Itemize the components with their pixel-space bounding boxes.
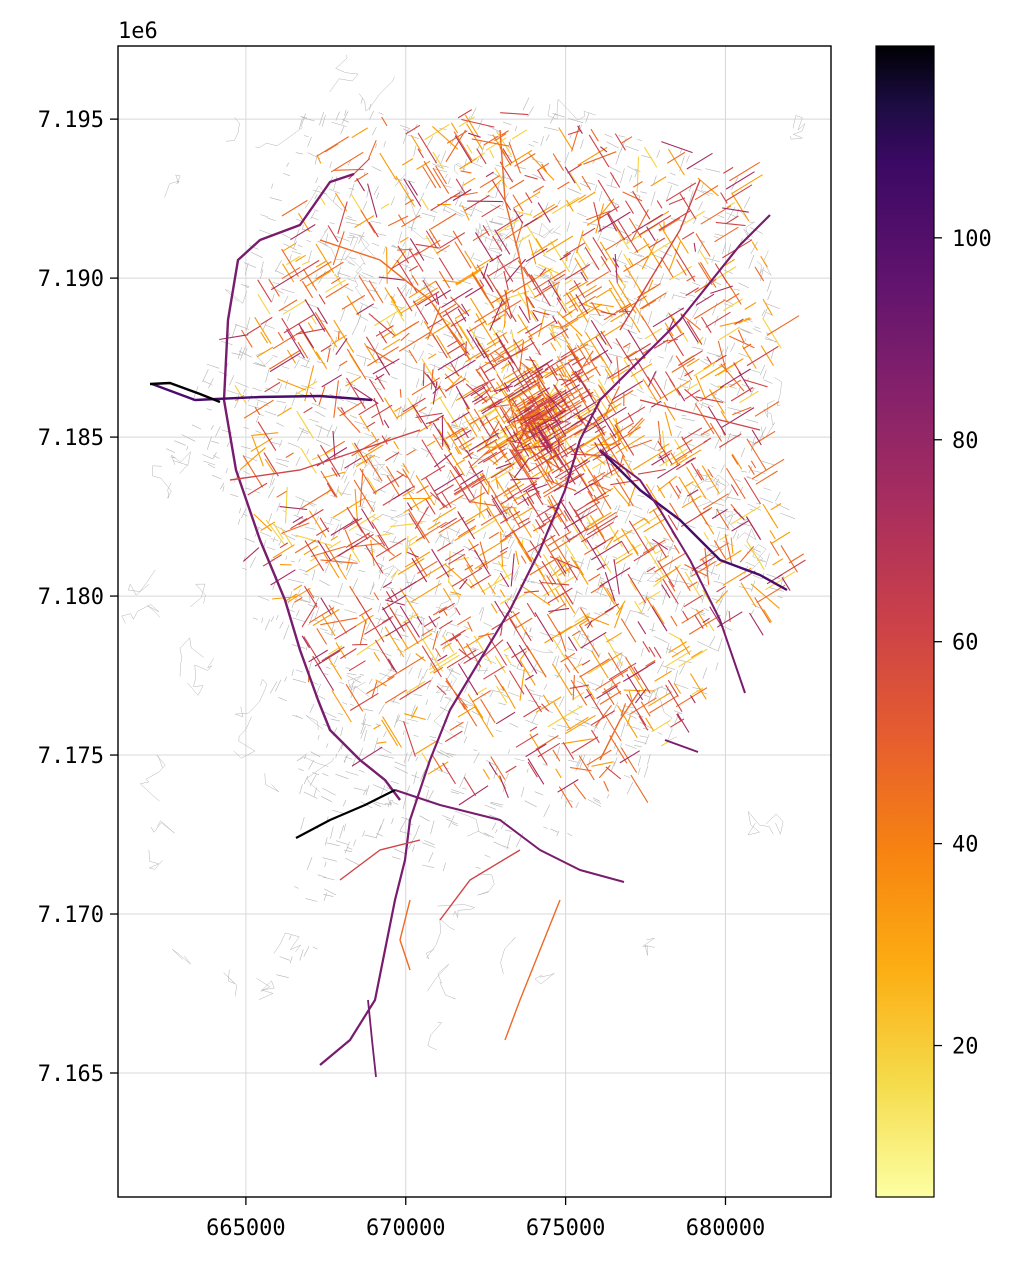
base-road-outskirts (121, 54, 806, 1051)
y-tick-label: 7.175 (38, 744, 104, 769)
street-segments (254, 125, 798, 803)
base-road-mesh (166, 97, 796, 978)
colorbar (875, 45, 935, 1198)
colorbar-axis: 20 40 60 80 100 (934, 227, 992, 1060)
arterial-road (394, 789, 625, 883)
arterial-road (149, 381, 221, 404)
arterial-road (295, 789, 396, 839)
secondary-road (229, 429, 421, 481)
colorbar-tick-label: 60 (952, 631, 979, 656)
x-axis: 665000 670000 675000 680000 (206, 1197, 765, 1241)
x-tick-label: 680000 (686, 1216, 765, 1241)
arterial-road (319, 214, 771, 1066)
secondary-road (599, 689, 641, 761)
y-tick-label: 7.170 (38, 903, 104, 928)
colorbar-tick-label: 20 (952, 1035, 979, 1060)
arterial-road (367, 999, 377, 1078)
y-tick-label: 7.180 (38, 585, 104, 610)
x-tick-label: 675000 (526, 1216, 605, 1241)
secondary-road (619, 179, 701, 331)
y-axis: 7.165 7.170 7.175 7.180 7.185 7.190 7.195 (38, 108, 118, 1087)
y-tick-label: 7.185 (38, 426, 104, 451)
colorbar-tick-label: 40 (952, 833, 979, 858)
arterial-road (599, 449, 746, 694)
road-network-colored (149, 109, 806, 1078)
secondary-road (504, 899, 561, 1041)
y-offset-label: 1e6 (118, 19, 158, 44)
grid-lines (118, 46, 831, 1197)
arterial-road (599, 449, 788, 592)
street-segments (241, 116, 804, 808)
secondary-road (319, 239, 471, 361)
y-tick-label: 7.190 (38, 267, 104, 292)
road-network-base (121, 54, 806, 1051)
x-tick-label: 665000 (206, 1216, 285, 1241)
arterial-road (222, 172, 401, 801)
secondary-road (339, 839, 421, 881)
street-segments (246, 112, 806, 796)
y-tick-label: 7.165 (38, 1062, 104, 1087)
street-segments (219, 125, 791, 806)
x-tick-label: 670000 (366, 1216, 445, 1241)
secondary-road (399, 899, 411, 971)
colorbar-tick-label: 100 (952, 227, 992, 252)
secondary-road (439, 849, 521, 921)
plot-frame (117, 45, 832, 1198)
secondary-road (639, 399, 761, 431)
secondary-road (499, 129, 531, 321)
arterial-road (664, 739, 699, 753)
y-tick-label: 7.195 (38, 108, 104, 133)
colorbar-tick-label: 80 (952, 429, 979, 454)
arterial-road (151, 382, 373, 402)
